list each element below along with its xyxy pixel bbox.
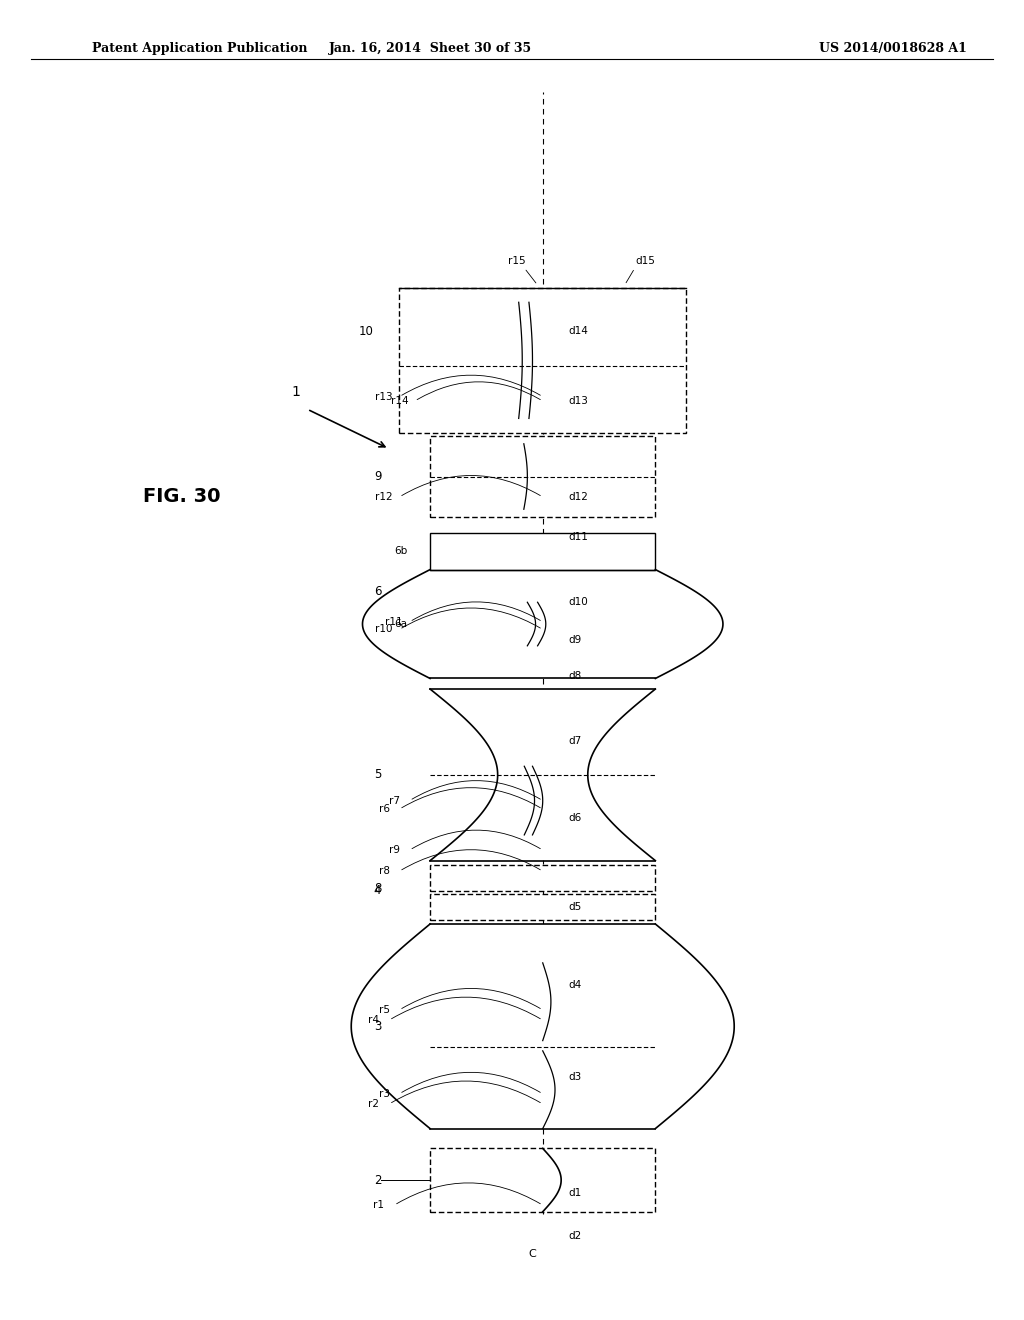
Text: d8: d8	[568, 671, 582, 681]
Text: r3: r3	[379, 1089, 389, 1098]
Text: r15: r15	[508, 256, 526, 267]
Text: 5: 5	[374, 768, 381, 781]
Text: Patent Application Publication: Patent Application Publication	[92, 42, 307, 55]
FancyBboxPatch shape	[430, 436, 655, 517]
Text: r6: r6	[379, 804, 389, 814]
FancyBboxPatch shape	[430, 1148, 655, 1212]
Text: Jan. 16, 2014  Sheet 30 of 35: Jan. 16, 2014 Sheet 30 of 35	[329, 42, 531, 55]
Text: C: C	[528, 1249, 537, 1259]
Text: r9: r9	[389, 845, 399, 855]
Text: 10: 10	[358, 325, 374, 338]
Text: d2: d2	[568, 1230, 582, 1241]
Text: r10: r10	[375, 624, 393, 635]
Text: d14: d14	[568, 326, 588, 337]
Polygon shape	[362, 570, 723, 678]
Text: r4: r4	[369, 1015, 379, 1026]
Polygon shape	[430, 689, 655, 861]
Text: d3: d3	[568, 1072, 582, 1082]
Text: d7: d7	[568, 735, 582, 746]
Text: r1: r1	[374, 1200, 384, 1210]
Text: d1: d1	[568, 1188, 582, 1197]
Text: d10: d10	[568, 597, 588, 607]
Text: 1: 1	[292, 385, 301, 399]
Text: r14: r14	[390, 396, 409, 407]
FancyBboxPatch shape	[430, 533, 655, 570]
Text: 9: 9	[374, 470, 381, 483]
Text: d15: d15	[635, 256, 655, 267]
FancyBboxPatch shape	[430, 865, 655, 891]
Text: 3: 3	[374, 1020, 381, 1032]
Text: d4: d4	[568, 981, 582, 990]
Text: US 2014/0018628 A1: US 2014/0018628 A1	[819, 42, 967, 55]
Text: 6: 6	[374, 585, 381, 598]
Text: d12: d12	[568, 492, 588, 502]
Text: 6b: 6b	[394, 546, 408, 557]
Text: 8: 8	[374, 882, 381, 895]
Text: FIG. 30: FIG. 30	[143, 487, 221, 506]
Text: r11: r11	[385, 616, 403, 627]
Text: r7: r7	[389, 796, 399, 805]
FancyBboxPatch shape	[399, 288, 686, 433]
Text: r2: r2	[369, 1100, 379, 1109]
Text: d9: d9	[568, 635, 582, 645]
Text: 4: 4	[374, 884, 381, 898]
Text: d6: d6	[568, 813, 582, 822]
Text: d5: d5	[568, 902, 582, 912]
Text: r8: r8	[379, 866, 389, 876]
Text: r13: r13	[375, 392, 393, 401]
Text: r12: r12	[375, 492, 393, 502]
Text: r5: r5	[379, 1005, 389, 1015]
Polygon shape	[351, 924, 734, 1129]
FancyBboxPatch shape	[430, 894, 655, 920]
Text: 2: 2	[374, 1173, 381, 1187]
Text: d13: d13	[568, 396, 588, 407]
Text: 6a: 6a	[394, 619, 408, 630]
Text: d11: d11	[568, 532, 588, 543]
